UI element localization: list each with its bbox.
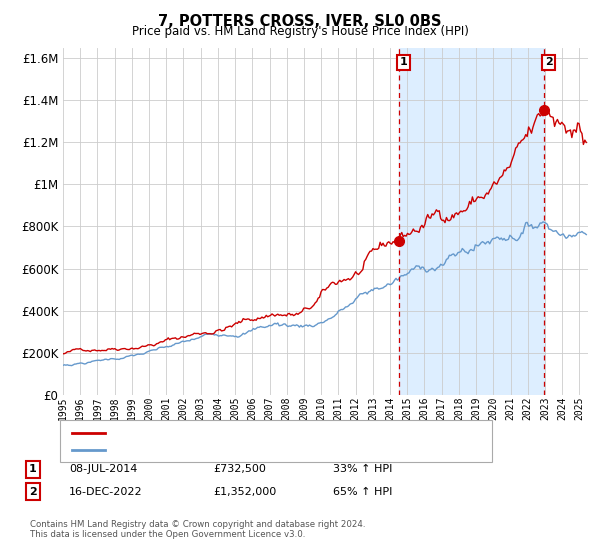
Text: £732,500: £732,500 [213,464,266,474]
Text: HPI: Average price, detached house, Buckinghamshire: HPI: Average price, detached house, Buck… [111,445,408,455]
Text: 1: 1 [400,57,407,67]
Text: 7, POTTERS CROSS, IVER, SL0 0BS: 7, POTTERS CROSS, IVER, SL0 0BS [158,14,442,29]
Text: £1,352,000: £1,352,000 [213,487,276,497]
Text: 08-JUL-2014: 08-JUL-2014 [69,464,137,474]
Text: 33% ↑ HPI: 33% ↑ HPI [333,464,392,474]
Text: Contains HM Land Registry data © Crown copyright and database right 2024.
This d: Contains HM Land Registry data © Crown c… [30,520,365,539]
Text: 2: 2 [545,57,553,67]
Text: Price paid vs. HM Land Registry's House Price Index (HPI): Price paid vs. HM Land Registry's House … [131,25,469,38]
Text: 65% ↑ HPI: 65% ↑ HPI [333,487,392,497]
Text: 2: 2 [29,487,37,497]
Bar [399,48,544,395]
Text: 1: 1 [29,464,37,474]
Text: 16-DEC-2022: 16-DEC-2022 [69,487,143,497]
Text: 7, POTTERS CROSS, IVER, SL0 0BS (detached house): 7, POTTERS CROSS, IVER, SL0 0BS (detache… [111,428,400,438]
